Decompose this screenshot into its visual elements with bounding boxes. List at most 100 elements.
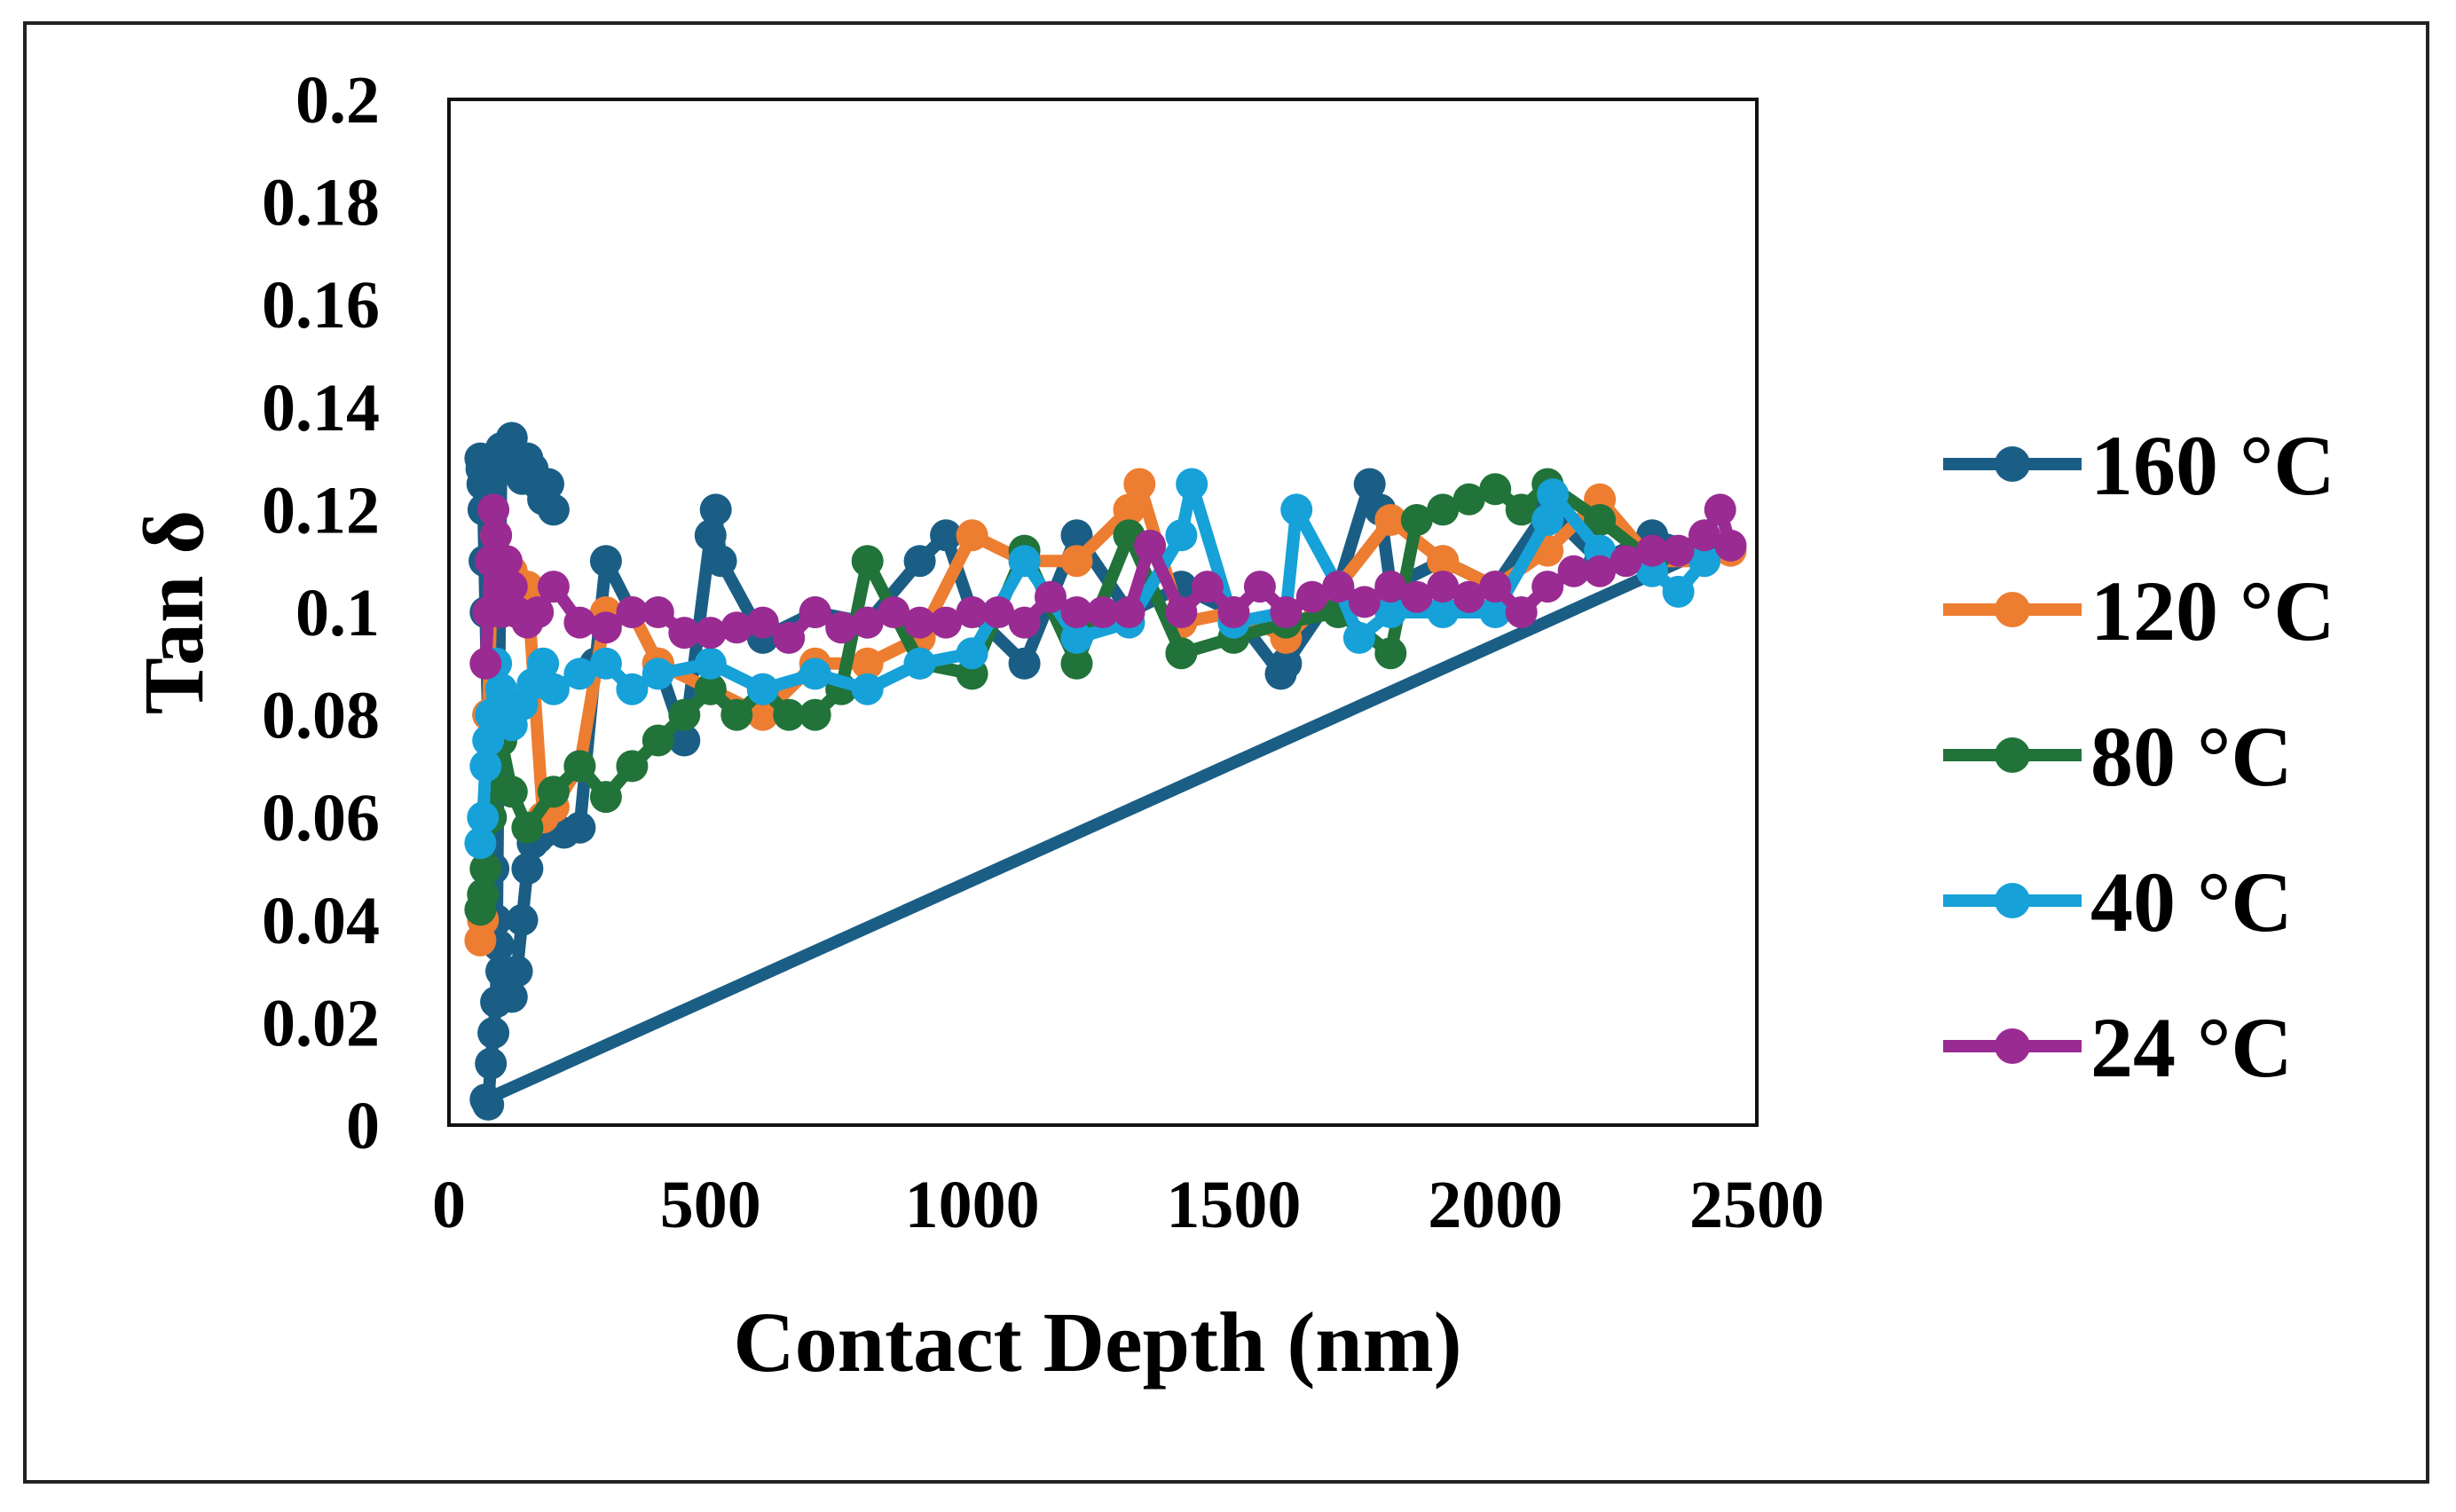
data-point (469, 647, 502, 680)
data-point (1191, 571, 1224, 603)
data-point (1165, 637, 1198, 670)
x-tick-label: 1000 (905, 1168, 1040, 1242)
data-point (477, 1017, 510, 1049)
data-point (480, 519, 513, 552)
data-point (522, 596, 555, 628)
data-point (537, 776, 570, 808)
data-point (1400, 504, 1433, 536)
data-point (616, 596, 649, 628)
data-point (472, 724, 505, 757)
data-point (694, 617, 727, 650)
legend-swatch-marker (1995, 592, 2030, 627)
data-point (511, 811, 544, 844)
data-point (1035, 580, 1067, 613)
data-point (616, 673, 649, 705)
data-point (537, 493, 570, 526)
data-point (1087, 596, 1119, 628)
data-point (1531, 571, 1564, 603)
data-point (694, 519, 727, 552)
data-point (1400, 580, 1433, 613)
data-point (1270, 596, 1303, 628)
data-point (589, 647, 622, 680)
legend-swatch-marker (1995, 446, 2030, 482)
data-point (1176, 468, 1208, 500)
data-point (1060, 596, 1093, 628)
data-point (537, 673, 570, 705)
data-point (1280, 493, 1313, 526)
x-axis-ticks: 0 500 1000 1500 2000 2500 (432, 1168, 1824, 1242)
legend-label: 80 °C (2090, 709, 2293, 804)
data-point (699, 493, 732, 526)
legend-item: 80 °C (1943, 709, 2293, 804)
data-point (694, 673, 727, 705)
x-axis-title: Contact Depth (nm) (733, 1295, 1461, 1390)
series-4 (469, 493, 1747, 680)
data-point (1008, 647, 1041, 680)
y-tick-label: 0.02 (262, 986, 380, 1060)
x-tick-label: 2500 (1689, 1168, 1824, 1242)
data-point (563, 750, 596, 783)
legend-label: 24 °C (2090, 1000, 2293, 1095)
data-point (500, 955, 533, 988)
data-point (1479, 596, 1512, 628)
data-point (1452, 483, 1485, 516)
data-point (480, 986, 513, 1019)
data-point (1374, 504, 1407, 536)
data-point (1427, 493, 1460, 526)
data-point (851, 606, 884, 639)
data-point (1270, 647, 1303, 680)
data-point (511, 853, 544, 885)
y-tick-label: 0.08 (262, 679, 380, 753)
data-point (537, 571, 570, 603)
data-point (799, 596, 831, 628)
data-point (1557, 555, 1590, 587)
data-point (589, 781, 622, 814)
data-point (825, 611, 858, 644)
data-point (746, 606, 779, 639)
data-point (720, 698, 753, 731)
legend-item: 24 °C (1943, 1000, 2293, 1095)
legend-item: 160 °C (1943, 418, 2335, 513)
data-point (472, 1088, 505, 1121)
data-point (589, 545, 622, 578)
series-layer (464, 421, 1747, 1121)
data-point (1374, 637, 1407, 670)
data-point (982, 596, 1015, 628)
y-tick-label: 0.18 (262, 166, 380, 240)
data-point (1060, 545, 1093, 578)
data-point (1531, 504, 1564, 536)
data-point (642, 596, 674, 628)
legend-item: 120 °C (1943, 563, 2335, 658)
y-tick-label: 0.14 (262, 371, 380, 445)
data-point (642, 724, 674, 757)
data-point (1427, 571, 1460, 603)
data-point (563, 658, 596, 690)
data-point (1295, 580, 1328, 613)
data-point (1427, 596, 1460, 628)
x-tick-label: 1500 (1166, 1168, 1301, 1242)
data-point (1353, 468, 1386, 500)
data-point (1584, 504, 1617, 536)
data-point (1243, 571, 1276, 603)
data-point (1113, 493, 1145, 526)
data-point (467, 801, 500, 834)
data-point (1008, 545, 1041, 578)
legend-label: 120 °C (2090, 563, 2335, 658)
data-point (1217, 596, 1250, 628)
y-tick-label: 0.12 (262, 473, 380, 547)
series-0 (464, 421, 1720, 1121)
y-tick-label: 0.1 (295, 576, 380, 650)
data-point (720, 611, 753, 644)
data-point (1123, 468, 1156, 500)
data-point (930, 606, 963, 639)
data-point (773, 698, 806, 731)
data-point (1479, 473, 1512, 506)
data-point (1060, 519, 1093, 552)
data-point (1714, 529, 1747, 562)
data-point (668, 617, 701, 650)
data-point (1008, 606, 1041, 639)
data-point (1537, 478, 1570, 511)
y-tick-label: 0.16 (262, 268, 380, 343)
data-point (1060, 647, 1093, 680)
